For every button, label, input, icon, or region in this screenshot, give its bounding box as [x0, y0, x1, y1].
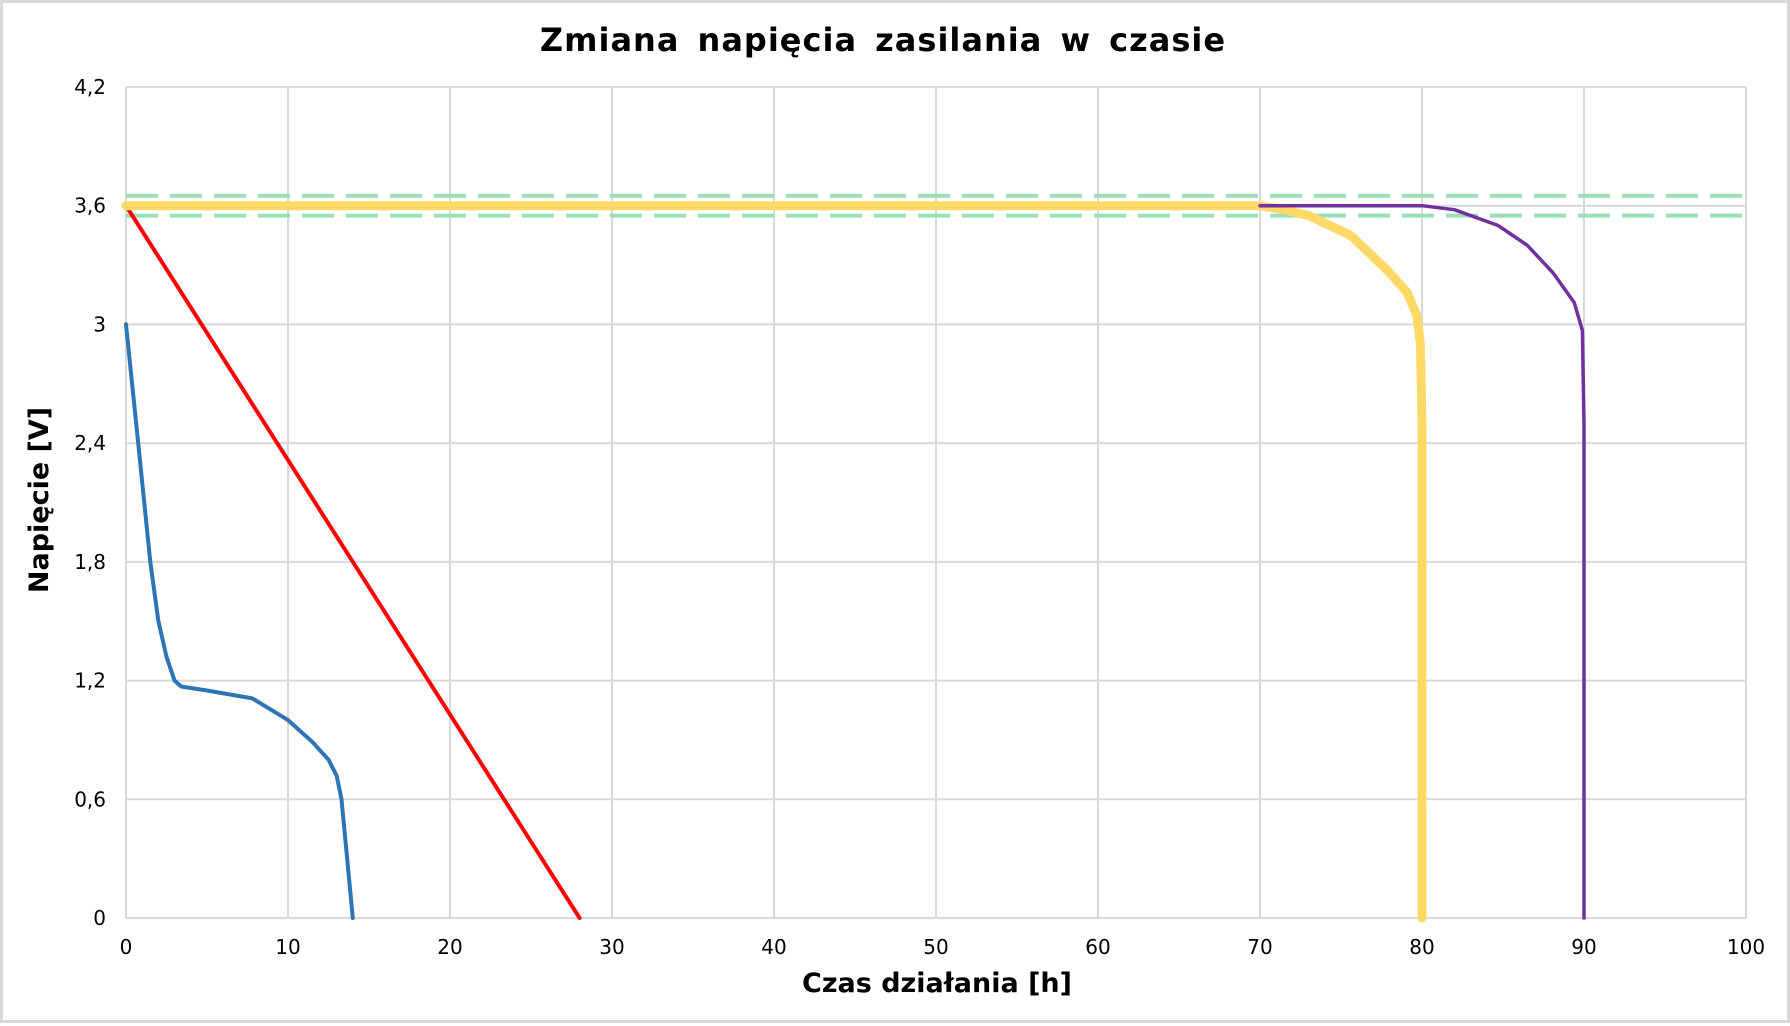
series-purple-flat-then-drop	[1258, 203, 1586, 920]
series-red-linear	[124, 203, 582, 920]
y-tick-label: 0,6	[74, 787, 106, 811]
y-tick-label: 0	[93, 906, 106, 930]
x-tick-label: 40	[761, 935, 786, 959]
y-tick-label: 3,6	[74, 194, 106, 218]
y-tick-label: 3	[93, 312, 106, 336]
y-tick-label: 2,4	[74, 431, 106, 455]
x-tick-label: 50	[923, 935, 948, 959]
x-tick-label: 60	[1085, 935, 1110, 959]
y-axis-title: Napięcie [V]	[24, 407, 55, 593]
y-tick-label: 1,8	[74, 550, 106, 574]
x-tick-label: 70	[1247, 935, 1272, 959]
x-tick-label: 80	[1409, 935, 1434, 959]
x-tick-label: 90	[1571, 935, 1596, 959]
x-tick-label: 100	[1727, 935, 1765, 959]
gridlines	[125, 86, 1747, 919]
series-blue-discharge	[124, 322, 355, 920]
line-chart: Zmiana napięcia zasilania w czasie 0 0,6 1…	[24, 21, 1765, 999]
x-tick-label: 0	[120, 935, 133, 959]
x-axis-ticks: 0 10 20 30 40 50 60 70 80 90 100	[120, 935, 1765, 959]
y-tick-label: 1,2	[74, 669, 106, 693]
series-yellow-flat-then-drop	[121, 201, 1427, 923]
y-axis-ticks: 0 0,6 1,2 1,8 2,4 3 3,6 4,2	[74, 75, 106, 930]
x-tick-label: 30	[599, 935, 624, 959]
x-tick-label: 10	[275, 935, 300, 959]
x-axis-title: Czas działania [h]	[802, 968, 1072, 999]
series-lines	[121, 193, 1746, 923]
chart-title: Zmiana napięcia zasilania w czasie	[540, 21, 1226, 59]
y-tick-label: 4,2	[74, 75, 106, 99]
x-tick-label: 20	[437, 935, 462, 959]
